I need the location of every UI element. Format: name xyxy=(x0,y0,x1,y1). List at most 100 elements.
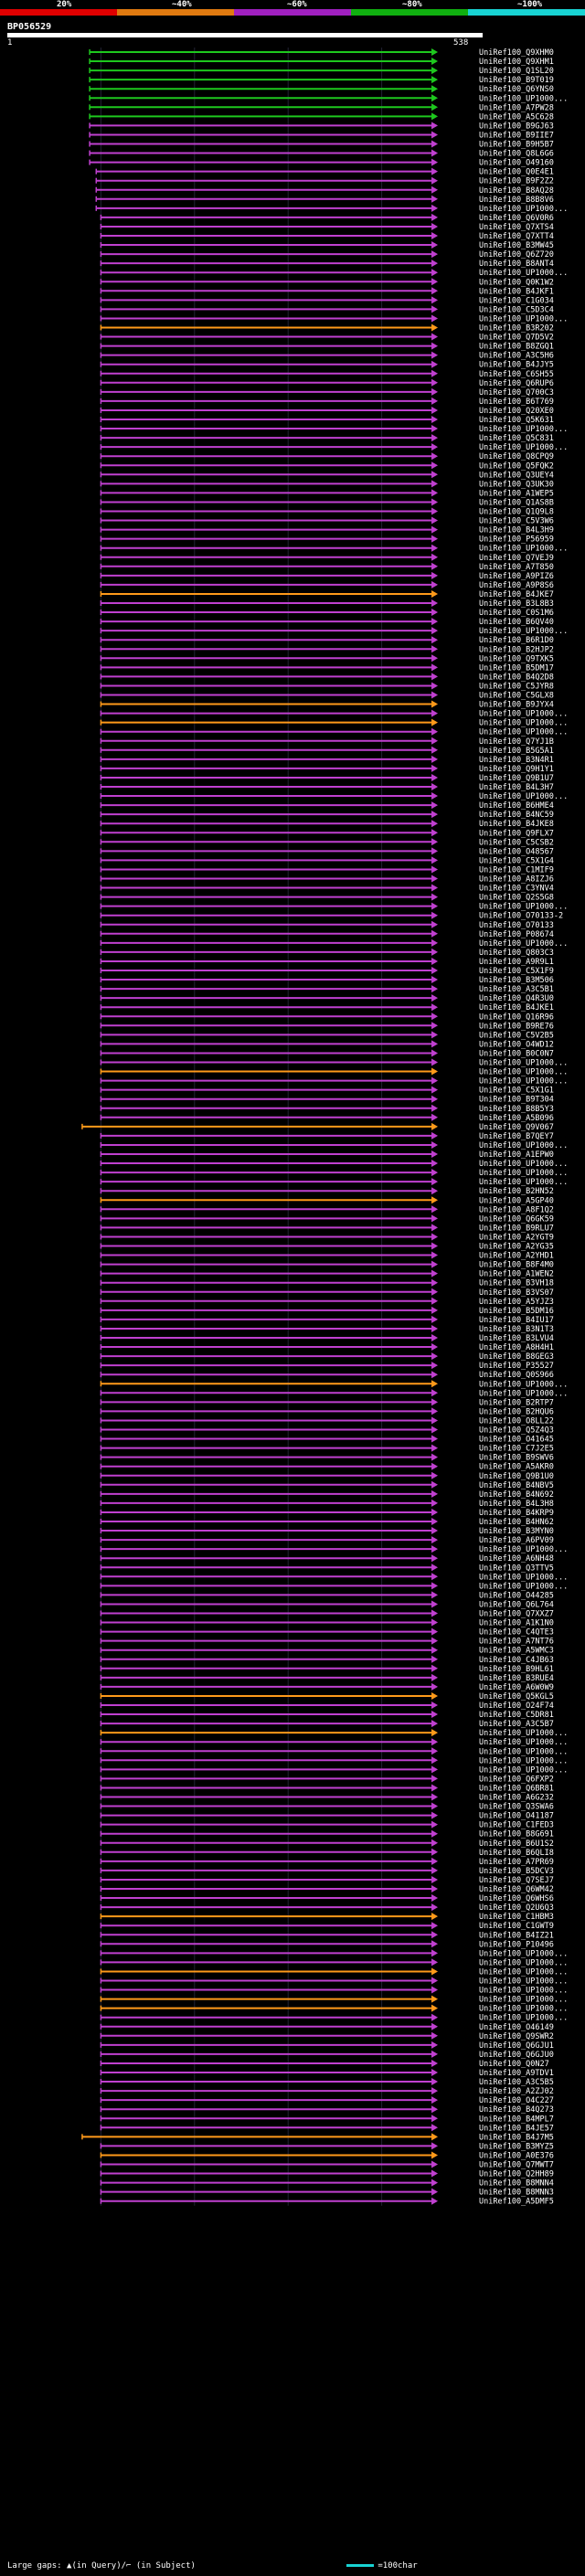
hit-row[interactable]: UniRef100_A8IZJ6 xyxy=(100,875,554,885)
hit-label[interactable]: UniRef100_Q6BR81 xyxy=(479,1784,554,1793)
hit-label[interactable]: UniRef100_B9F2Z2 xyxy=(479,177,554,186)
hit-row[interactable]: UniRef100_UP1000... xyxy=(100,938,568,949)
hit-label[interactable]: UniRef100_A7NT76 xyxy=(479,1638,554,1647)
hit-label[interactable]: UniRef100_C5X1G4 xyxy=(479,856,554,865)
hit-label[interactable]: UniRef100_UP1000... xyxy=(479,205,568,214)
hit-label[interactable]: UniRef100_O70133 xyxy=(479,921,554,930)
hit-row[interactable]: UniRef100_Q6WHS6 xyxy=(100,1894,554,1903)
hit-label[interactable]: UniRef100_B3RUE4 xyxy=(479,1674,554,1683)
hit-row[interactable]: UniRef100_A5AKR0 xyxy=(100,1462,554,1472)
hit-row[interactable]: UniRef100_O8LL22 xyxy=(100,1416,554,1426)
hit-label[interactable]: UniRef100_A5AKR0 xyxy=(479,1463,554,1472)
hit-row[interactable]: UniRef100_UP1000... xyxy=(100,1756,568,1765)
hit-row[interactable]: UniRef100_Q7XXZ7 xyxy=(100,1609,554,1619)
hit-label[interactable]: UniRef100_A1K1N0 xyxy=(479,1619,554,1628)
hit-label[interactable]: UniRef100_B4L3H7 xyxy=(479,783,554,792)
hit-row[interactable]: UniRef100_Q5KGL5 xyxy=(100,1691,554,1701)
hit-row[interactable]: UniRef100_A9P8S6 xyxy=(100,580,554,590)
hit-label[interactable]: UniRef100_A5B096 xyxy=(479,1114,554,1123)
hit-row[interactable]: UniRef100_UP1000... xyxy=(100,1076,568,1087)
hit-label[interactable]: UniRef100_A5DMF5 xyxy=(479,2198,554,2207)
hit-label[interactable]: UniRef100_Q7MWT7 xyxy=(479,2161,554,2170)
hit-row[interactable]: UniRef100_UP1000... xyxy=(100,1765,568,1775)
hit-row[interactable]: UniRef100_B9RLU7 xyxy=(100,1224,554,1233)
hit-label[interactable]: UniRef100_A7PR69 xyxy=(479,1858,554,1867)
hit-row[interactable]: UniRef100_C5X1G1 xyxy=(100,1086,554,1096)
hit-label[interactable]: UniRef100_O4C227 xyxy=(479,2096,554,2105)
hit-row[interactable]: UniRef100_UP1000... xyxy=(100,2013,568,2023)
hit-row[interactable]: UniRef100_P35527 xyxy=(100,1362,554,1371)
hit-row[interactable]: UniRef100_Q1Q9L8 xyxy=(100,507,554,517)
hit-label[interactable]: UniRef100_B5DM16 xyxy=(479,1307,554,1316)
hit-row[interactable]: UniRef100_Q3TTV5 xyxy=(100,1564,554,1573)
hit-label[interactable]: UniRef100_A9R9L1 xyxy=(479,958,554,967)
hit-label[interactable]: UniRef100_UP1000... xyxy=(479,545,568,554)
hit-row[interactable]: UniRef100_UP1000... xyxy=(100,1140,568,1150)
hit-label[interactable]: UniRef100_C5X1F9 xyxy=(479,967,554,976)
hit-label[interactable]: UniRef100_B8G691 xyxy=(479,1830,554,1839)
hit-label[interactable]: UniRef100_C4QTE3 xyxy=(479,1628,554,1638)
hit-label[interactable]: UniRef100_Q6YNS0 xyxy=(479,85,554,94)
hit-label[interactable]: UniRef100_UP1000... xyxy=(479,1987,568,1996)
hit-row[interactable]: UniRef100_B4MPL7 xyxy=(100,2115,554,2124)
hit-label[interactable]: UniRef100_A6NH48 xyxy=(479,1554,554,1564)
hit-row[interactable]: UniRef100_B2HJP2 xyxy=(100,645,554,654)
hit-label[interactable]: UniRef100_B3MYZ5 xyxy=(479,2142,554,2151)
hit-label[interactable]: UniRef100_C1MIF9 xyxy=(479,865,554,875)
hit-label[interactable]: UniRef100_B2HJP2 xyxy=(479,645,554,654)
hit-row[interactable]: UniRef100_B4NC59 xyxy=(100,811,554,820)
hit-row[interactable]: UniRef100_UP1000... xyxy=(95,204,568,214)
hit-row[interactable]: UniRef100_B3MW45 xyxy=(100,241,554,250)
hit-row[interactable]: UniRef100_Q5FQK2 xyxy=(100,461,554,471)
hit-row[interactable]: UniRef100_Q6Z720 xyxy=(100,250,554,260)
hit-label[interactable]: UniRef100_UP1000... xyxy=(479,1545,568,1554)
hit-label[interactable]: UniRef100_Q6FXP2 xyxy=(479,1775,554,1784)
hit-row[interactable]: UniRef100_Q7MWT7 xyxy=(100,2160,554,2170)
hit-row[interactable]: UniRef100_C5GLX8 xyxy=(100,691,554,701)
hit-row[interactable]: UniRef100_C1GWT9 xyxy=(100,1922,554,1931)
hit-row[interactable]: UniRef100_O44285 xyxy=(100,1591,554,1600)
hit-row[interactable]: UniRef100_Q1AS8B xyxy=(100,498,554,507)
hit-label[interactable]: UniRef100_Q2S5G8 xyxy=(479,894,554,903)
hit-row[interactable]: UniRef100_UP1000... xyxy=(100,1958,568,1967)
hit-label[interactable]: UniRef100_A0E376 xyxy=(479,2151,554,2160)
hit-row[interactable]: UniRef100_B4JKF1 xyxy=(100,287,554,296)
hit-row[interactable]: UniRef100_O4C227 xyxy=(100,2096,554,2105)
hit-label[interactable]: UniRef100_C1G034 xyxy=(479,296,554,305)
hit-label[interactable]: UniRef100_B9T304 xyxy=(479,1096,554,1105)
hit-label[interactable]: UniRef100_Q5C831 xyxy=(479,434,554,443)
hit-row[interactable]: UniRef100_A9PIZ6 xyxy=(100,571,554,581)
hit-row[interactable]: UniRef100_A3C5H6 xyxy=(100,351,554,361)
hit-label[interactable]: UniRef100_Q7XTS4 xyxy=(479,223,554,232)
hit-label[interactable]: UniRef100_Q0N27 xyxy=(479,2060,549,2069)
hit-label[interactable]: UniRef100_B2HQU6 xyxy=(479,1407,554,1416)
hit-row[interactable]: UniRef100_B6QLI8 xyxy=(100,1848,554,1858)
hit-row[interactable]: UniRef100_A1EPW0 xyxy=(100,1150,554,1160)
hit-row[interactable]: UniRef100_Q7YJ1B xyxy=(100,737,554,747)
hit-row[interactable]: UniRef100_O46149 xyxy=(100,2022,554,2032)
hit-label[interactable]: UniRef100_Q6GJU1 xyxy=(479,2041,554,2051)
hit-row[interactable]: UniRef100_B6HME4 xyxy=(100,801,554,811)
hit-row[interactable]: UniRef100_Q9H1Y1 xyxy=(100,764,554,774)
hit-label[interactable]: UniRef100_B3MYN0 xyxy=(479,1527,554,1536)
hit-label[interactable]: UniRef100_Q7XTT4 xyxy=(479,232,554,241)
hit-label[interactable]: UniRef100_B4Q273 xyxy=(479,2105,554,2115)
hit-label[interactable]: UniRef100_B4MPL7 xyxy=(479,2115,554,2124)
hit-label[interactable]: UniRef100_P56959 xyxy=(479,535,554,545)
hit-row[interactable]: UniRef100_B9HL61 xyxy=(100,1664,554,1674)
hit-label[interactable]: UniRef100_UP1000... xyxy=(479,1582,568,1591)
hit-row[interactable]: UniRef100_Q2S5G8 xyxy=(100,893,554,903)
hit-label[interactable]: UniRef100_C5CSB2 xyxy=(479,838,554,847)
hit-row[interactable]: UniRef100_B3RUE4 xyxy=(100,1673,554,1683)
hit-row[interactable]: UniRef100_B4L3H9 xyxy=(100,525,554,535)
hit-label[interactable]: UniRef100_UP1000... xyxy=(479,1747,568,1756)
hit-label[interactable]: UniRef100_UP1000... xyxy=(479,627,568,636)
hit-row[interactable]: UniRef100_UP1000... xyxy=(100,1389,568,1398)
hit-label[interactable]: UniRef100_P10496 xyxy=(479,1940,554,1949)
hit-row[interactable]: UniRef100_A6W0W9 xyxy=(100,1682,554,1692)
hit-row[interactable]: UniRef100_Q3UK30 xyxy=(100,480,554,489)
hit-row[interactable]: UniRef100_A8H4H1 xyxy=(100,1343,554,1352)
hit-label[interactable]: UniRef100_B6QV40 xyxy=(479,618,554,627)
hit-label[interactable]: UniRef100_A5WMC3 xyxy=(479,1647,554,1656)
hit-label[interactable]: UniRef100_C4JB63 xyxy=(479,1656,554,1665)
